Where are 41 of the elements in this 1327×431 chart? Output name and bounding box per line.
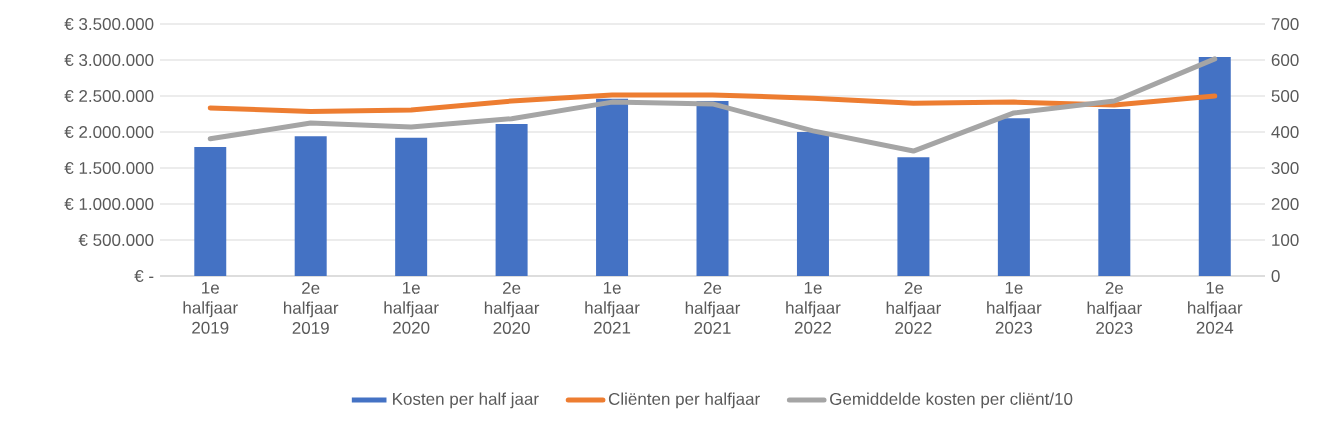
bar: [1198, 57, 1231, 276]
y2-tick-label: 700: [1271, 17, 1299, 31]
x-tick-label: 1e halfjaar 2023: [987, 281, 1042, 334]
y-tick-label: € -: [134, 269, 154, 283]
y-tick-label: € 3.500.000: [64, 17, 154, 31]
y2-tick-label: 500: [1271, 89, 1299, 103]
x-tick-label: 1e halfjaar 2021: [585, 281, 640, 334]
y-tick-label: € 2.000.000: [64, 125, 154, 139]
bar: [997, 118, 1030, 276]
legend-label: Gemiddelde kosten per cliënt/10: [830, 392, 1073, 409]
x-tick-label: 1e halfjaar 2024: [1188, 281, 1243, 334]
y-tick-label: € 1.000.000: [64, 197, 154, 211]
bar: [696, 101, 729, 276]
x-tick-label: 1e halfjaar 2019: [183, 281, 238, 334]
x-tick-label: 1e halfjaar 2020: [384, 281, 439, 334]
y2-tick-label: 600: [1271, 53, 1299, 67]
x-tick-label: 2e halfjaar 2022: [886, 281, 941, 334]
bar: [495, 124, 528, 276]
bar: [194, 147, 227, 276]
bar: [796, 131, 829, 276]
y2-tick-label: 200: [1271, 197, 1299, 211]
x-tick-label: 2e halfjaar 2019: [283, 281, 339, 334]
bar: [395, 137, 428, 276]
bar: [294, 136, 327, 276]
x-tick-label: 2e halfjaar 2020: [484, 281, 540, 334]
x-tick-label: 2e halfjaar 2021: [685, 281, 741, 334]
bar: [897, 157, 930, 276]
y2-tick-label: 300: [1271, 161, 1299, 175]
legend-label: Cliënten per halfjaar: [608, 392, 760, 409]
y-tick-label: € 3.000.000: [64, 53, 154, 67]
y-tick-label: € 2.500.000: [64, 89, 154, 103]
legend-label: Kosten per half jaar: [393, 392, 539, 409]
y-tick-label: € 1.500.000: [64, 161, 154, 175]
y2-tick-label: 100: [1272, 233, 1299, 247]
x-tick-label: 2e halfjaar 2023: [1087, 281, 1142, 334]
y2-tick-label: 0: [1271, 269, 1280, 283]
y-tick-label: € 500.000: [78, 233, 154, 247]
x-tick-label: 1e halfjaar 2022: [786, 281, 841, 334]
bar: [1098, 108, 1131, 276]
y2-tick-label: 400: [1271, 125, 1299, 139]
bar: [596, 98, 629, 276]
